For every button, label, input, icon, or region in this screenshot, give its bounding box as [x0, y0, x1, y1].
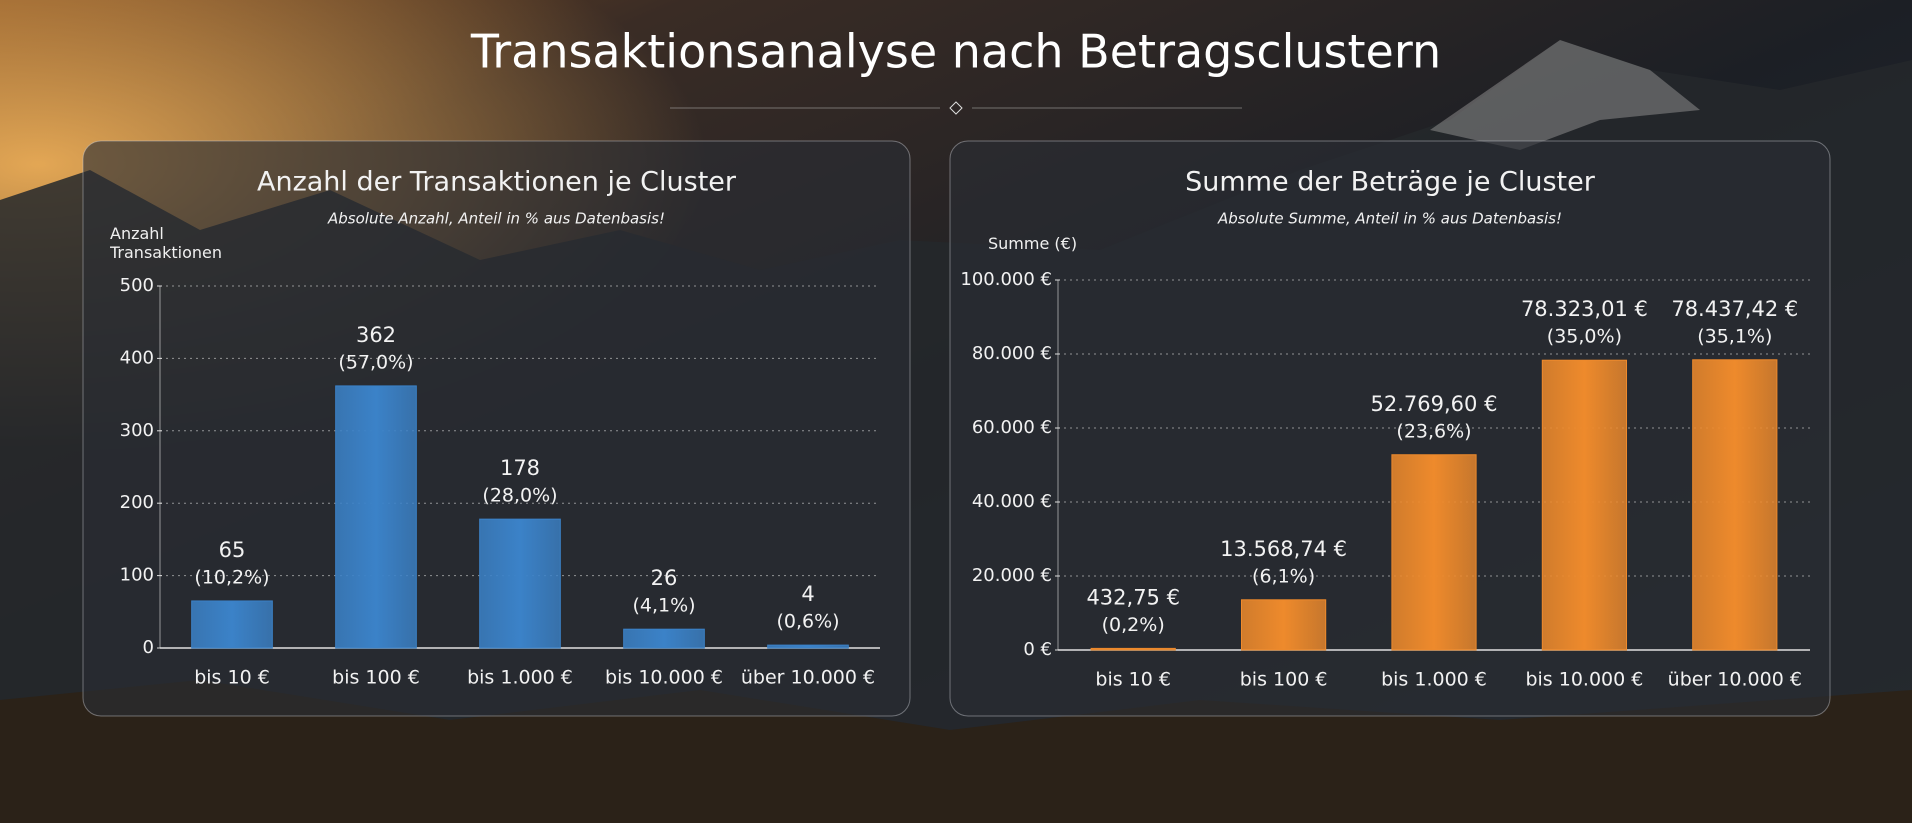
value-label: 78.323,01 € [1521, 297, 1648, 321]
x-tick-label: über 10.000 € [1668, 669, 1802, 691]
x-tick-label: bis 10.000 € [1525, 669, 1643, 691]
share-label: (6,1%) [1252, 565, 1315, 587]
share-label: (28,0%) [482, 485, 557, 507]
y-tick-label: 200 [120, 492, 154, 513]
chart-title: Anzahl der Transaktionen je Cluster [257, 167, 737, 198]
bar [335, 385, 417, 649]
page-title: Transaktionsanalyse nach Betragsclustern [470, 25, 1441, 79]
chart-subtitle: Absolute Summe, Anteil in % aus Datenbas… [1217, 210, 1562, 228]
y-tick-label: 60.000 € [972, 417, 1052, 438]
y-axis-label-box: Anzahl Transaktionen [110, 224, 222, 262]
y-axis-label: Summe (€) [988, 234, 1078, 253]
y-tick-label: 400 [120, 347, 154, 368]
y-tick-label: 100.000 € [960, 269, 1052, 290]
share-label: (23,6%) [1396, 420, 1471, 442]
x-tick-label: bis 100 € [332, 667, 420, 689]
value-label: 78.437,42 € [1671, 297, 1798, 321]
x-tick-label: bis 10.000 € [605, 667, 723, 689]
y-tick-label: 40.000 € [972, 491, 1052, 512]
x-tick-label: bis 10 € [194, 667, 270, 689]
bar [1391, 454, 1477, 651]
bar [191, 600, 273, 649]
value-label: 178 [500, 456, 540, 480]
y-tick-label: 20.000 € [972, 565, 1052, 586]
value-label: 432,75 € [1086, 585, 1180, 609]
bar [1240, 599, 1327, 651]
x-tick-label: über 10.000 € [741, 667, 875, 689]
value-label: 65 [219, 538, 246, 562]
bar [623, 628, 705, 649]
value-label: 4 [801, 582, 814, 606]
x-tick-label: bis 10 € [1095, 669, 1171, 691]
y-axis-label-box: Summe (€) [988, 234, 1078, 253]
value-label: 26 [651, 566, 678, 590]
panel [82, 140, 911, 717]
share-label: (57,0%) [338, 351, 413, 373]
bar [1090, 647, 1176, 651]
value-label: 13.568,74 € [1220, 537, 1347, 561]
y-tick-label: 100 [120, 565, 154, 586]
value-label: 362 [356, 323, 396, 347]
y-tick-label: 300 [120, 420, 154, 441]
value-label: 52.769,60 € [1371, 392, 1498, 416]
x-tick-label: bis 1.000 € [467, 667, 573, 689]
x-tick-label: bis 1.000 € [1381, 669, 1487, 691]
x-tick-label: bis 100 € [1240, 669, 1328, 691]
chart-subtitle: Absolute Anzahl, Anteil in % aus Datenba… [327, 210, 665, 228]
chart-title: Summe der Beträge je Cluster [1185, 167, 1596, 198]
share-label: (10,2%) [194, 566, 269, 588]
share-label: (0,6%) [776, 611, 839, 633]
y-tick-label: 80.000 € [972, 343, 1052, 364]
bar [767, 644, 849, 649]
share-label: (0,2%) [1102, 614, 1165, 636]
y-tick-label: 500 [120, 275, 154, 296]
bar [1541, 359, 1628, 651]
y-tick-label: 0 € [1023, 639, 1052, 660]
share-label: (4,1%) [632, 595, 695, 617]
snow [1430, 40, 1700, 150]
share-label: (35,0%) [1547, 326, 1622, 348]
bar [479, 518, 561, 649]
share-label: (35,1%) [1697, 325, 1772, 347]
y-tick-label: 0 [143, 637, 154, 658]
title-ornament [949, 101, 963, 115]
bar [1692, 359, 1778, 651]
y-axis-label: Anzahl Transaktionen [110, 224, 222, 262]
